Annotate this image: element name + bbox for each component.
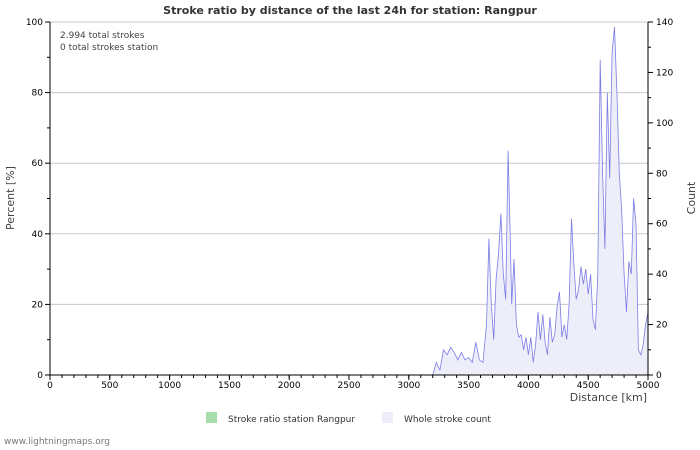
y-right-tick-label: 20 (656, 321, 668, 331)
x-tick-label: 5000 (637, 381, 660, 391)
legend-label: Stroke ratio station Rangpur (228, 415, 355, 425)
y-left-tick-label: 40 (32, 230, 44, 240)
legend-swatch (206, 412, 217, 423)
y-left-tick-label: 0 (37, 371, 43, 381)
chart-title: Stroke ratio by distance of the last 24h… (163, 4, 537, 17)
y-right-tick-label: 120 (656, 68, 673, 78)
y-left-tick-label: 100 (26, 18, 43, 28)
legend-swatch (382, 412, 393, 423)
y-right-tick-label: 80 (656, 169, 668, 179)
x-tick-label: 4000 (517, 381, 540, 391)
x-tick-label: 4500 (577, 381, 600, 391)
x-tick-label: 1000 (158, 381, 181, 391)
y-left-axis-label: Percent [%] (4, 166, 17, 230)
annotation-text: 2.994 total strokes (60, 31, 145, 41)
x-tick-label: 0 (47, 381, 53, 391)
y-right-tick-label: 60 (656, 220, 668, 230)
y-right-axis-label: Count (685, 181, 698, 214)
x-tick-label: 2500 (338, 381, 361, 391)
y-right-tick-label: 0 (656, 371, 662, 381)
x-tick-label: 1500 (218, 381, 241, 391)
legend-label: Whole stroke count (404, 415, 491, 425)
x-tick-label: 3000 (397, 381, 420, 391)
y-right-tick-label: 40 (656, 270, 668, 280)
site-credit[interactable]: www.lightningmaps.org (4, 437, 110, 447)
y-left-tick-label: 60 (32, 159, 44, 169)
y-right-tick-label: 100 (656, 119, 673, 129)
y-right-tick-label: 140 (656, 18, 673, 28)
x-tick-label: 2000 (278, 381, 301, 391)
y-left-tick-label: 80 (32, 89, 44, 99)
whole-stroke-count-area (50, 27, 648, 375)
annotation-text: 0 total strokes station (60, 43, 158, 53)
x-axis-label: Distance [km] (570, 391, 647, 404)
whole-stroke-count-line (50, 26, 649, 376)
x-tick-label: 500 (101, 381, 118, 391)
x-tick-label: 3500 (457, 381, 480, 391)
y-left-tick-label: 20 (32, 300, 44, 310)
